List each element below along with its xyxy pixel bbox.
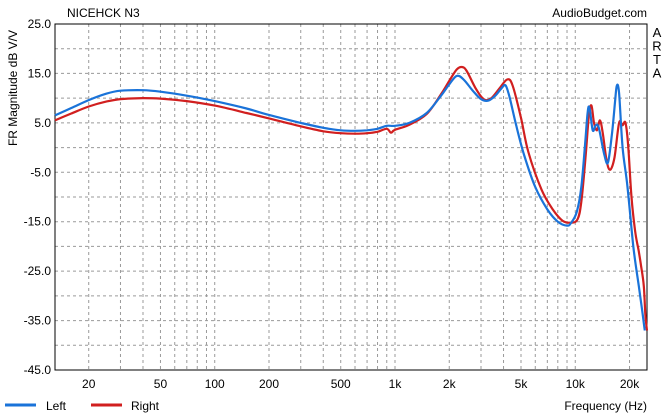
legend-label-left: Left [46,399,67,413]
x-axis-label: Frequency (Hz) [564,399,647,413]
y-tick-label: -15.0 [24,215,52,229]
x-tick-label: 5k [515,377,529,391]
y-tick-label: -5.0 [30,165,51,179]
watermark-text: AudioBudget.com [552,6,647,20]
series-line-right [54,65,649,331]
series-line-left [54,74,646,331]
x-tick-label: 2k [443,377,457,391]
y-tick-labels: 25.0 15.0 5.0 -5.0 -15.0 -25.0 -35.0 -45.0 [24,17,52,377]
x-tick-labels: 20 50 100 200 500 1k 2k 5k 10k 20k [82,377,640,391]
x-tick-label: 200 [259,377,279,391]
x-tick-label: 50 [154,377,168,391]
y-tick-label: -25.0 [24,264,52,278]
plot-frame [54,23,648,371]
grid-lines [55,24,647,370]
y-tick-label: 5.0 [34,116,51,130]
legend: Left Right [5,399,160,413]
legend-label-right: Right [131,399,160,413]
y-axis-label: FR Magnitude dB V/V [6,30,20,146]
x-tick-label: 10k [566,377,586,391]
x-tick-label: 20k [620,377,640,391]
x-tick-label: 500 [331,377,351,391]
x-tick-label: 1k [389,377,403,391]
y-tick-label: -45.0 [24,363,52,377]
y-tick-label: -35.0 [24,314,52,328]
y-tick-label: 25.0 [28,17,52,31]
series-curves [54,65,649,331]
x-tick-label: 100 [205,377,225,391]
x-tick-label: 20 [82,377,96,391]
y-tick-label: 15.0 [28,66,52,80]
chart-title: NICEHCK N3 [67,6,140,20]
